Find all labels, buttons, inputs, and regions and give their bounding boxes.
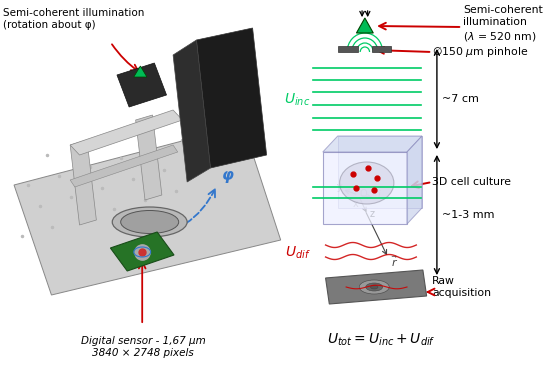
Text: Digital sensor - 1,67 μm
3840 × 2748 pixels: Digital sensor - 1,67 μm 3840 × 2748 pix… — [81, 336, 205, 358]
Text: $U_{dif}$: $U_{dif}$ — [285, 245, 311, 261]
Text: $\hat{i}$: $\hat{i}$ — [377, 185, 383, 201]
Text: $U_{tot} = U_{inc} + U_{dif}$: $U_{tot} = U_{inc} + U_{dif}$ — [327, 332, 436, 348]
Polygon shape — [14, 125, 280, 295]
Polygon shape — [338, 136, 422, 208]
Text: $\emptyset$150 $\mu$m pinhole: $\emptyset$150 $\mu$m pinhole — [432, 45, 528, 59]
Polygon shape — [173, 40, 210, 182]
Polygon shape — [357, 18, 373, 33]
Text: Semi-coherent illumination
(rotation about φ): Semi-coherent illumination (rotation abo… — [3, 8, 144, 30]
Text: ~1-3 mm: ~1-3 mm — [442, 210, 494, 220]
Text: z: z — [369, 209, 375, 219]
Text: Raw
acquisition: Raw acquisition — [432, 276, 491, 298]
Text: O: O — [359, 189, 367, 199]
Ellipse shape — [370, 285, 378, 289]
Polygon shape — [323, 136, 422, 152]
FancyBboxPatch shape — [372, 46, 391, 52]
Text: x: x — [353, 199, 358, 209]
Ellipse shape — [112, 207, 187, 237]
Ellipse shape — [339, 162, 394, 204]
Polygon shape — [110, 232, 174, 271]
Text: φ: φ — [222, 168, 233, 183]
Text: $U_{inc}$: $U_{inc}$ — [284, 92, 311, 108]
Text: 3D cell culture: 3D cell culture — [432, 177, 511, 187]
Text: y: y — [337, 182, 342, 192]
Polygon shape — [134, 66, 147, 77]
Polygon shape — [70, 140, 97, 225]
Polygon shape — [323, 152, 407, 224]
Text: $\vec{r}$: $\vec{r}$ — [391, 255, 398, 269]
FancyBboxPatch shape — [338, 46, 358, 52]
Text: Semi-coherent
illumination
($\lambda$ = 520 nm): Semi-coherent illumination ($\lambda$ = … — [463, 5, 543, 43]
Polygon shape — [136, 115, 162, 200]
Ellipse shape — [359, 280, 389, 294]
Text: ~7 cm: ~7 cm — [442, 94, 479, 104]
Ellipse shape — [366, 283, 383, 291]
Ellipse shape — [121, 211, 179, 233]
Polygon shape — [326, 270, 427, 304]
Polygon shape — [70, 145, 178, 187]
Polygon shape — [117, 63, 167, 107]
Polygon shape — [197, 28, 267, 168]
Polygon shape — [70, 110, 182, 155]
Polygon shape — [407, 136, 422, 224]
